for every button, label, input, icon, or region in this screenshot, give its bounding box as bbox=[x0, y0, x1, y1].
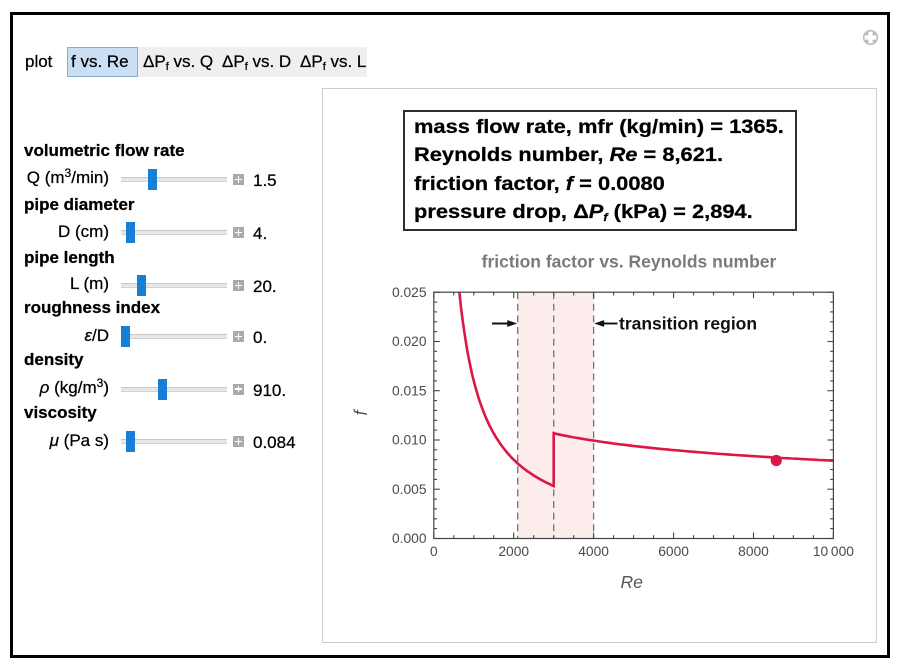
svg-text:6000: 6000 bbox=[658, 544, 689, 559]
svg-text:0.015: 0.015 bbox=[392, 383, 427, 398]
svg-text:0.020: 0.020 bbox=[392, 334, 427, 349]
svg-text:0.025: 0.025 bbox=[392, 285, 427, 300]
svg-text:transition region: transition region bbox=[619, 314, 757, 334]
svg-text:2000: 2000 bbox=[498, 544, 529, 559]
svg-text:0.010: 0.010 bbox=[392, 433, 427, 448]
svg-text:0.005: 0.005 bbox=[392, 482, 427, 497]
svg-text:8000: 8000 bbox=[738, 544, 769, 559]
svg-text:friction factor vs. Reynolds n: friction factor vs. Reynolds number bbox=[482, 252, 777, 272]
svg-text:0: 0 bbox=[430, 544, 438, 559]
svg-text:10 000: 10 000 bbox=[813, 544, 854, 559]
svg-text:4000: 4000 bbox=[578, 544, 609, 559]
svg-text:f: f bbox=[351, 409, 371, 416]
svg-text:Re: Re bbox=[621, 572, 644, 592]
svg-text:0.000: 0.000 bbox=[392, 531, 427, 546]
